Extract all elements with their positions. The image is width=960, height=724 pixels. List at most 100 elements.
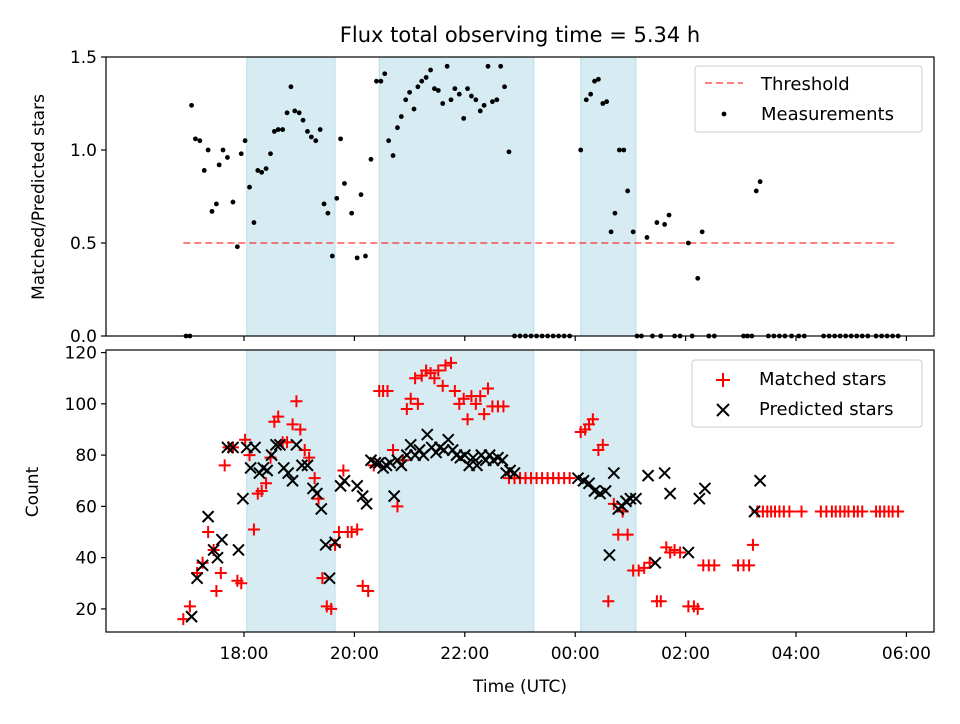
measurement-point (435, 88, 441, 93)
predicted-star-point (286, 474, 299, 487)
predicted-star-point (265, 448, 278, 462)
matched-star-point (497, 400, 510, 413)
measurement-point (485, 63, 491, 69)
predicted-star-point (356, 489, 369, 503)
predicted-star-point (753, 474, 767, 487)
matched-star-point (691, 602, 704, 615)
matched-star-point (381, 385, 394, 398)
matched-star-point (286, 418, 299, 431)
matched-star-point (632, 564, 645, 577)
predicted-star-point (603, 548, 616, 562)
matched-star-point (316, 572, 329, 585)
legend-predicted-swatch (716, 403, 730, 417)
predicted-star-point (319, 538, 332, 552)
matched-star-point (602, 595, 615, 608)
measurement-point (625, 188, 631, 194)
measurement-point (662, 222, 668, 227)
predicted-star-point (281, 466, 295, 480)
matched-star-point (387, 443, 400, 456)
measurement-point (583, 97, 589, 103)
matched-star-point (428, 372, 441, 385)
matched-star-point (638, 561, 651, 574)
y-tick-label: 20 (75, 600, 97, 620)
measurement-point (753, 188, 759, 194)
predicted-star-point (508, 466, 521, 480)
measurement-point (247, 184, 252, 190)
matched-star-point (668, 543, 681, 556)
top-legend: Threshold Measurements (694, 65, 923, 133)
measurement-point (616, 147, 622, 153)
legend-matched-label: Matched stars (759, 369, 886, 390)
predicted-star-point (384, 456, 397, 470)
measurement-point (305, 129, 310, 134)
matched-star-point (210, 584, 223, 597)
measurement-point (481, 102, 487, 108)
matched-star-point (481, 382, 494, 395)
matched-star-point (795, 505, 808, 518)
measurement-point (280, 127, 286, 132)
predicted-star-point (310, 487, 324, 500)
predicted-star-point (244, 461, 257, 475)
chart-title: Flux total observing time = 5.34 h (340, 23, 700, 47)
measurement-point (220, 147, 226, 153)
measurement-point (216, 162, 222, 168)
predicted-star-point (369, 456, 382, 470)
matched-star-point (436, 379, 449, 392)
bottom-legend: Matched stars Predicted stars (691, 359, 923, 428)
measurement-point (461, 115, 467, 121)
predicted-star-point (221, 441, 234, 454)
measurement-point (608, 229, 614, 235)
matched-star-point (448, 385, 461, 398)
x-tick-label: 20:00 (330, 644, 379, 664)
measurement-point (368, 156, 374, 162)
measurement-point (578, 147, 584, 153)
measurement-point (349, 210, 355, 216)
matched-star-point (255, 485, 268, 497)
x-tick-label: 04:00 (772, 644, 821, 664)
predicted-star-point (273, 438, 287, 452)
matched-star-point (247, 523, 260, 536)
measurement-point (317, 127, 323, 132)
predicted-star-point (211, 551, 224, 564)
measurement-point (378, 78, 384, 84)
matched-star-point (183, 600, 196, 613)
matched-star-point (260, 477, 273, 490)
measurement-point (444, 63, 450, 69)
matched-star-point (356, 579, 369, 592)
measurement-point (440, 101, 446, 106)
y-tick-label: 40 (75, 549, 97, 569)
matched-star-point (235, 577, 248, 590)
measurement-point (448, 97, 454, 103)
matched-star-point (596, 438, 609, 451)
measurement-point (588, 91, 594, 97)
matched-star-point (202, 526, 215, 539)
matched-star-point (439, 359, 452, 372)
measurement-point (201, 168, 207, 173)
measurement-point (189, 102, 194, 108)
measurement-point (308, 134, 314, 140)
measurement-point (255, 168, 261, 173)
predicted-star-point (470, 459, 484, 472)
measurement-point (263, 166, 269, 172)
predicted-star-point (338, 474, 351, 487)
measurement-point (259, 169, 265, 175)
matched-star-point (469, 397, 482, 410)
predicted-star-point (607, 466, 621, 480)
y-tick-label: 60 (75, 497, 97, 517)
measurement-point (374, 78, 379, 84)
predicted-star-point (196, 559, 209, 572)
top-shades-interval (580, 56, 637, 337)
matched-star-point (308, 472, 321, 485)
matched-star-point (783, 505, 796, 518)
top-y-axis-label: Matched/Predicted stars (29, 94, 49, 300)
matched-star-point (218, 459, 231, 472)
y-tick-label: 1.0 (70, 141, 97, 161)
measurement-point (230, 199, 236, 205)
predicted-star-point (599, 484, 612, 498)
measurement-point (604, 99, 610, 105)
matched-star-point (892, 505, 905, 518)
measurement-point (363, 253, 368, 259)
predicted-star-point (295, 459, 309, 472)
measurement-point (386, 138, 392, 144)
